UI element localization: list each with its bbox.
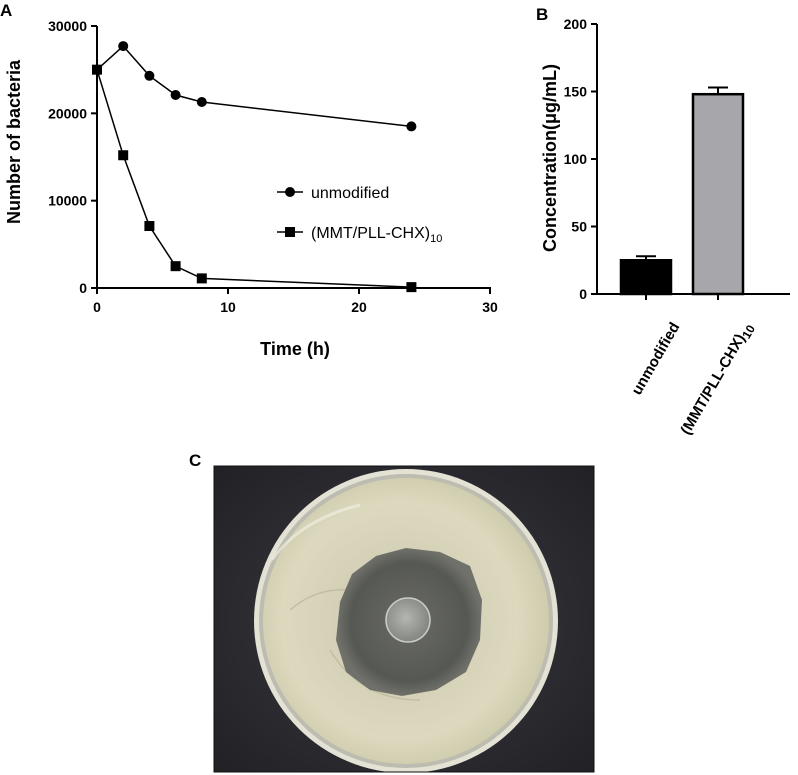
chart-b-y-tick-label: 150 — [564, 84, 588, 100]
chart-a-point-unmodified — [144, 70, 155, 81]
legend-label-unmodified: unmodified — [311, 185, 389, 202]
chart-a-x-tick-label: 30 — [482, 299, 498, 315]
chart-a-y-tick-label: 20000 — [48, 105, 87, 121]
chart-b-y-tick-label: 200 — [564, 16, 588, 32]
chart-a-x-tick-label: 10 — [220, 299, 236, 315]
chart-b-y-ticks: 0 50 100 150 200 — [564, 16, 597, 302]
chart-b-bar-unmodified — [619, 259, 673, 296]
chart-b-bar-mmt — [691, 92, 745, 296]
chart-a-y-tick-label: 10000 — [48, 193, 87, 209]
chart-a-point-unmodified — [196, 96, 207, 107]
chart-b-category-label-mmt: (MMT/PLL-CHX)10 — [677, 319, 758, 439]
chart-a-x-tick-label: 0 — [93, 299, 101, 315]
chart-a-x-tick-label: 20 — [351, 299, 367, 315]
chart-a-point-mmt — [196, 273, 207, 284]
panel-c-label: C — [189, 451, 201, 470]
chart-b-category-label-unmodified: unmodified — [628, 320, 683, 398]
chart-a-legend: unmodified (MMT/PLL-CHX)10 — [277, 185, 442, 245]
chart-b-y-tick-label: 50 — [571, 219, 587, 235]
chart-a-x-axis-title: Time (h) — [260, 339, 330, 359]
chart-a-series-line-unmodified — [96, 45, 412, 128]
chart-a-point-unmodified — [118, 41, 129, 52]
chart-a-y-ticks: 0 10000 20000 30000 — [48, 18, 97, 296]
chart-a-point-unmodified — [406, 121, 417, 132]
petri-dish-photo — [213, 465, 595, 773]
chart-b-y-tick-label: 100 — [564, 151, 588, 167]
chart-a-point-mmt — [170, 261, 181, 272]
chart-a-point-mmt — [144, 220, 155, 231]
photo-frame — [213, 465, 595, 773]
chart-a-point-mmt — [406, 282, 417, 293]
chart-b: 0 50 100 150 200 Concentration(μg/mL) unmodi… — [540, 16, 790, 439]
chart-a-point-unmodified — [170, 89, 181, 100]
chart-a-axes — [96, 26, 491, 289]
dish-reflection — [270, 503, 361, 561]
chart-a-point-mmt — [92, 64, 102, 75]
legend-marker-unmodified — [285, 187, 295, 197]
panel-a-label: A — [0, 1, 12, 20]
chart-a-point-mmt — [118, 150, 129, 161]
chart-a-y-axis-title: Number of bacteria — [4, 59, 24, 224]
legend-label-mmt: (MMT/PLL-CHX)10 — [311, 225, 442, 245]
panel-b-label: B — [536, 5, 548, 24]
chart-a: 0 10000 20000 30000 0 10 20 30 Number of bacte… — [4, 18, 498, 359]
chart-a-y-tick-label: 30000 — [48, 18, 87, 34]
chart-a-x-ticks: 0 10 20 30 — [93, 288, 498, 315]
chart-b-y-axis-title: Concentration(μg/mL) — [540, 64, 560, 252]
chx-disk — [385, 597, 431, 643]
chart-a-series-line-mmt — [96, 69, 412, 288]
chart-b-y-tick-label: 0 — [579, 286, 587, 302]
chart-b-bars — [619, 86, 745, 300]
legend-marker-mmt — [285, 227, 295, 237]
chart-a-y-tick-label: 0 — [79, 280, 87, 296]
chart-a-series — [92, 41, 417, 293]
